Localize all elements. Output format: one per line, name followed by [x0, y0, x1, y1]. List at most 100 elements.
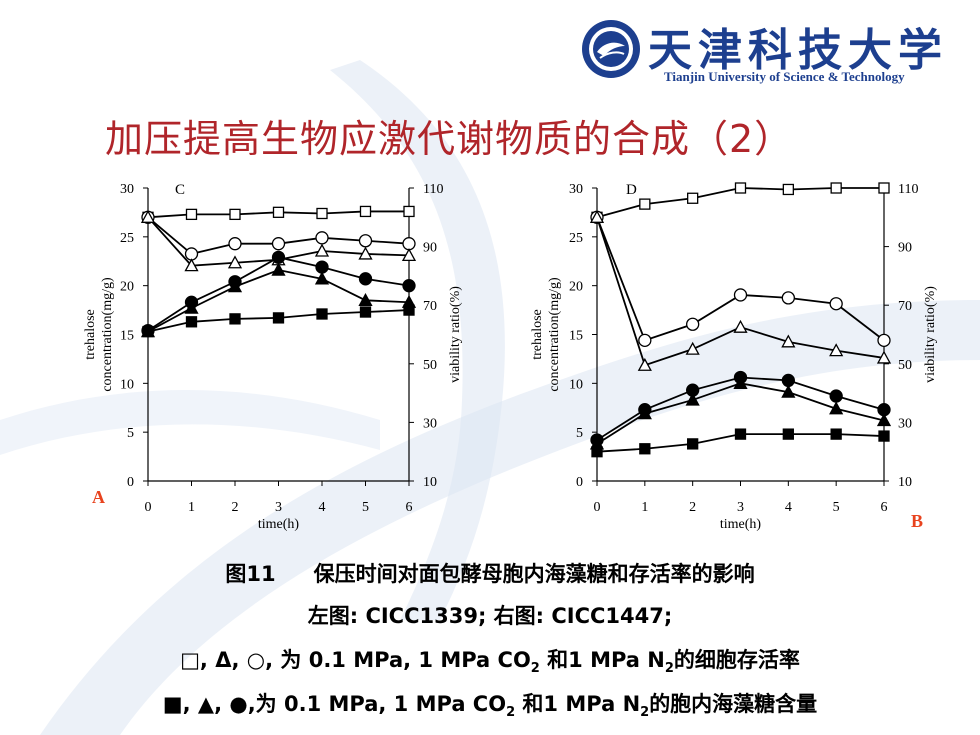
data-point-filled-triangle [227, 279, 243, 293]
data-point-open-square [878, 182, 890, 194]
data-point-open-circle [638, 333, 652, 348]
data-point-filled-triangle [271, 262, 286, 276]
data-point-open-triangle [733, 319, 748, 333]
x-tick-label: 5 [833, 500, 840, 515]
open-symbols: □, Δ, ○, [180, 648, 274, 672]
data-point-open-circle [228, 237, 242, 251]
data-point-filled-triangle [140, 324, 156, 338]
co2-subscript: 2 [530, 661, 540, 677]
data-point-open-square [687, 192, 699, 204]
data-point-open-triangle [829, 343, 844, 357]
y-right-tick-label: 90 [423, 241, 437, 256]
y-left-tick-label: 10 [569, 377, 583, 392]
legend-open-symbols: □, Δ, ○, 为 0.1 MPa, 1 MPa CO2 和1 MPa N2的… [0, 644, 980, 676]
data-point-filled-triangle [401, 294, 417, 308]
data-point-open-triangle [314, 243, 330, 257]
data-point-open-circle [271, 237, 286, 251]
x-tick-label: 0 [594, 500, 601, 515]
x-axis-label: time(h) [720, 517, 762, 532]
y-left-axis-label: concentration(mg/g) [100, 277, 115, 392]
data-point-filled-circle [829, 389, 843, 403]
y-right-tick-label: 110 [898, 182, 918, 197]
y-right-axis-label: viability ratio(%) [923, 286, 938, 383]
x-tick-label: 2 [232, 500, 239, 515]
university-name-en: Tianjin University of Science & Technolo… [664, 69, 905, 84]
y-left-tick-label: 30 [120, 182, 134, 197]
y-right-tick-label: 70 [898, 299, 912, 314]
data-point-open-circle [829, 297, 843, 311]
data-point-open-square [639, 198, 651, 210]
slide-title: 加压提高生物应激代谢物质的合成（2） [105, 117, 794, 161]
panel-label: C [175, 182, 185, 198]
data-point-open-circle [877, 333, 891, 348]
x-tick-label: 4 [319, 500, 326, 515]
y-left-tick-label: 15 [569, 329, 583, 344]
x-tick-label: 6 [406, 500, 413, 515]
data-point-filled-square [359, 306, 372, 318]
y-left-tick-label: 5 [127, 426, 134, 441]
y-right-tick-label: 10 [423, 475, 437, 490]
data-point-filled-circle [358, 272, 373, 286]
data-point-open-square [359, 205, 372, 218]
data-point-filled-square [229, 313, 241, 325]
x-tick-label: 1 [641, 500, 648, 515]
x-tick-label: 2 [689, 500, 696, 515]
strain-caption: 左图: CICC1339; 右图: CICC1447; [307, 604, 673, 628]
data-point-open-triangle [685, 341, 700, 355]
y-left-tick-label: 30 [569, 182, 583, 197]
data-point-filled-square [272, 312, 285, 324]
data-point-filled-circle [402, 279, 416, 293]
data-point-open-square [272, 206, 285, 218]
data-point-filled-square [185, 316, 198, 328]
university-seal-icon [582, 20, 640, 78]
data-point-filled-triangle [314, 271, 330, 285]
x-tick-label: 4 [785, 500, 792, 515]
data-point-filled-square [687, 438, 699, 450]
panel-corner-label: A [92, 487, 105, 507]
x-tick-label: 1 [188, 500, 195, 515]
y-left-axis-label: trehalose [83, 309, 98, 360]
y-left-tick-label: 0 [576, 475, 583, 490]
data-point-filled-triangle [184, 300, 199, 314]
y-left-tick-label: 25 [569, 231, 583, 246]
x-tick-label: 3 [275, 500, 282, 515]
panel-label: D [626, 182, 637, 198]
figure-title: 保压时间对面包酵母胞内海藻糖和存活率的影响 [313, 562, 755, 586]
y-right-tick-label: 50 [898, 358, 912, 373]
data-point-filled-circle [781, 373, 795, 388]
data-point-open-triangle [358, 246, 373, 260]
data-point-filled-triangle [876, 413, 892, 427]
data-point-filled-square [316, 308, 328, 320]
data-point-filled-circle [271, 250, 286, 264]
panel-corner-label: B [911, 511, 923, 531]
data-point-open-triangle [637, 357, 652, 371]
data-point-open-triangle [227, 255, 243, 269]
data-point-open-triangle [781, 334, 796, 348]
filled-mid: 和1 MPa N [515, 692, 641, 716]
data-point-filled-triangle [358, 292, 373, 306]
open-suffix: 的细胞存活率 [673, 648, 800, 672]
data-point-filled-triangle [637, 406, 652, 420]
data-point-filled-triangle [589, 436, 605, 450]
x-tick-label: 3 [737, 500, 744, 515]
co2-subscript: 2 [506, 705, 516, 721]
data-point-open-square [403, 205, 415, 218]
data-point-filled-square [878, 430, 890, 442]
data-point-filled-triangle [781, 384, 796, 398]
n2-subscript: 2 [664, 661, 674, 677]
y-left-tick-label: 20 [569, 280, 583, 295]
data-point-open-square [782, 183, 794, 196]
data-point-filled-square [830, 428, 842, 440]
university-name-cn: 天津科技大学 [648, 25, 948, 76]
data-point-filled-square [734, 428, 747, 440]
data-point-open-triangle [876, 350, 892, 364]
data-point-open-triangle [184, 258, 199, 272]
data-point-open-square [830, 182, 842, 194]
filled-symbols: ■, ▲, ●, [162, 692, 256, 716]
y-left-tick-label: 20 [120, 280, 134, 295]
x-tick-label: 6 [881, 500, 888, 515]
y-right-axis-label: viability ratio(%) [448, 286, 463, 383]
data-point-open-circle [402, 237, 416, 251]
open-mid: 和1 MPa N [539, 648, 665, 672]
y-left-axis-label: concentration(mg/g) [547, 277, 562, 392]
